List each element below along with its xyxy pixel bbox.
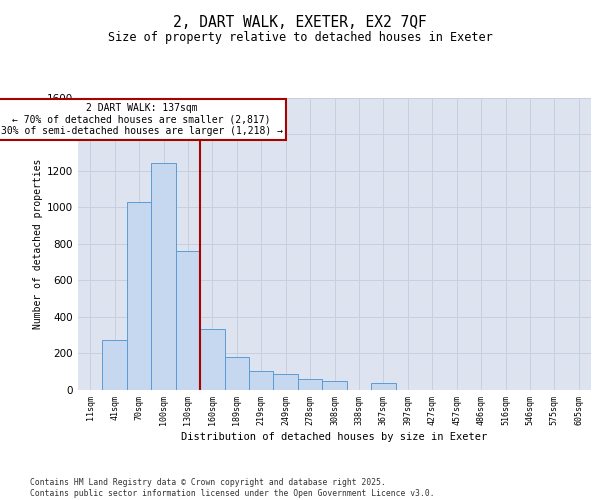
Text: Size of property relative to detached houses in Exeter: Size of property relative to detached ho…	[107, 31, 493, 44]
Bar	[151, 164, 176, 390]
Bar	[176, 251, 200, 390]
Bar	[224, 357, 249, 390]
Bar	[127, 202, 151, 390]
Text: Contains HM Land Registry data © Crown copyright and database right 2025.
Contai: Contains HM Land Registry data © Crown c…	[30, 478, 434, 498]
X-axis label: Distribution of detached houses by size in Exeter: Distribution of detached houses by size …	[181, 432, 488, 442]
Bar	[322, 381, 347, 390]
Bar	[103, 340, 127, 390]
Bar	[249, 371, 274, 390]
Bar	[298, 379, 322, 390]
Bar	[371, 382, 395, 390]
Text: 2 DART WALK: 137sqm
← 70% of detached houses are smaller (2,817)
30% of semi-det: 2 DART WALK: 137sqm ← 70% of detached ho…	[1, 103, 283, 136]
Bar	[274, 374, 298, 390]
Bar	[200, 329, 224, 390]
Y-axis label: Number of detached properties: Number of detached properties	[33, 158, 43, 329]
Text: 2, DART WALK, EXETER, EX2 7QF: 2, DART WALK, EXETER, EX2 7QF	[173, 15, 427, 30]
